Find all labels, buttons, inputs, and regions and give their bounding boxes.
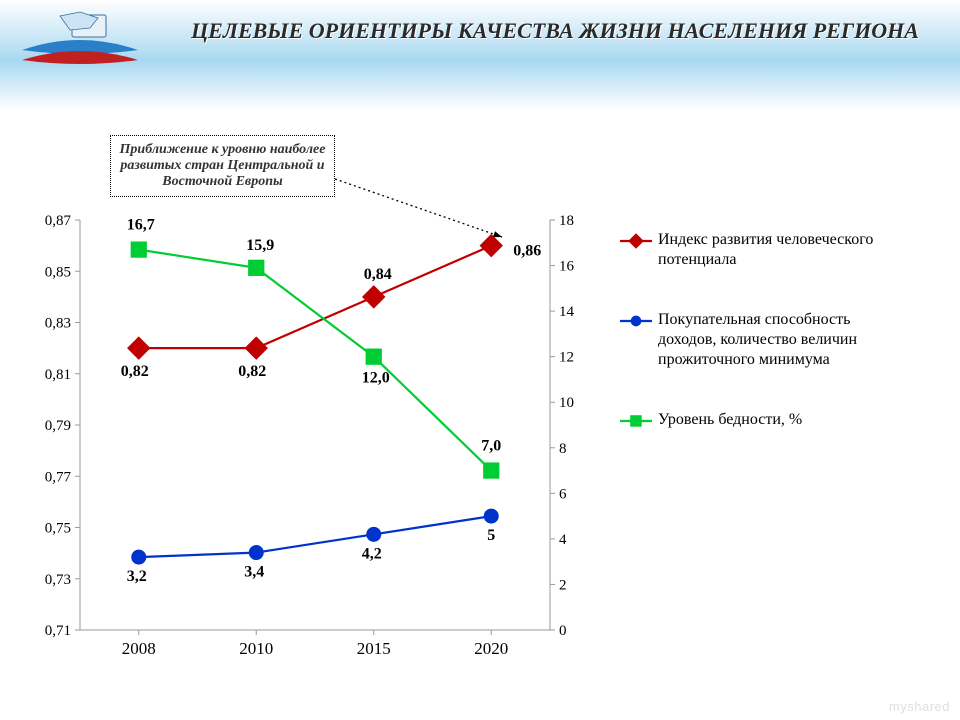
- svg-text:4: 4: [559, 532, 567, 548]
- svg-text:0,87: 0,87: [45, 213, 72, 229]
- annotation-box: Приближение к уровню наиболее развитых с…: [110, 135, 335, 197]
- legend-swatch: [620, 413, 652, 429]
- legend-item-purch: Покупательная способность доходов, колич…: [620, 310, 900, 370]
- legend: Индекс развития человеческого потенциала…: [620, 230, 900, 470]
- legend-item-hdi: Индекс развития человеческого потенциала: [620, 230, 900, 270]
- svg-text:3,2: 3,2: [127, 568, 147, 585]
- svg-text:8: 8: [559, 441, 567, 457]
- chart: 0,71 0,73 0,75 0,77 0,79 0,81 0,83 0,85 0,87 0 2 4 6…: [40, 130, 920, 690]
- svg-text:0,84: 0,84: [364, 266, 392, 283]
- svg-text:0,77: 0,77: [45, 469, 72, 485]
- legend-label: Покупательная способность доходов, колич…: [658, 310, 900, 370]
- svg-text:15,9: 15,9: [246, 237, 274, 254]
- svg-text:12,0: 12,0: [362, 370, 390, 387]
- svg-text:0,81: 0,81: [45, 367, 71, 383]
- svg-text:0: 0: [559, 623, 567, 639]
- svg-text:4,2: 4,2: [362, 545, 382, 562]
- svg-text:14: 14: [559, 304, 575, 320]
- svg-text:0,71: 0,71: [45, 623, 71, 639]
- svg-text:0,79: 0,79: [45, 418, 71, 434]
- svg-text:18: 18: [559, 213, 574, 229]
- svg-text:16,7: 16,7: [127, 217, 155, 234]
- svg-text:10: 10: [559, 395, 574, 411]
- svg-text:6: 6: [559, 486, 567, 502]
- header-band: [0, 0, 960, 110]
- svg-text:2020: 2020: [474, 639, 508, 658]
- svg-text:2: 2: [559, 577, 567, 593]
- legend-item-poverty: Уровень бедности, %: [620, 410, 900, 430]
- logo: [20, 10, 140, 80]
- legend-swatch: [620, 233, 652, 249]
- svg-text:0,83: 0,83: [45, 316, 71, 332]
- page-title: ЦЕЛЕВЫЕ ОРИЕНТИРЫ КАЧЕСТВА ЖИЗНИ НАСЕЛЕН…: [170, 18, 940, 44]
- svg-text:2010: 2010: [239, 639, 273, 658]
- svg-text:5: 5: [487, 527, 495, 544]
- svg-text:12: 12: [559, 350, 574, 366]
- svg-text:2008: 2008: [122, 639, 156, 658]
- svg-text:0,73: 0,73: [45, 572, 71, 588]
- svg-text:0,86: 0,86: [513, 243, 541, 260]
- legend-label: Индекс развития человеческого потенциала: [658, 230, 900, 270]
- svg-text:0,75: 0,75: [45, 521, 71, 537]
- svg-text:0,82: 0,82: [238, 363, 266, 380]
- svg-text:7,0: 7,0: [481, 438, 501, 455]
- svg-text:16: 16: [559, 259, 575, 275]
- legend-swatch: [620, 313, 652, 329]
- svg-text:3,4: 3,4: [244, 564, 264, 581]
- watermark: myshared: [889, 699, 950, 714]
- svg-text:2015: 2015: [357, 639, 391, 658]
- svg-text:0,85: 0,85: [45, 264, 71, 280]
- svg-text:0,82: 0,82: [121, 363, 149, 380]
- legend-label: Уровень бедности, %: [658, 410, 802, 430]
